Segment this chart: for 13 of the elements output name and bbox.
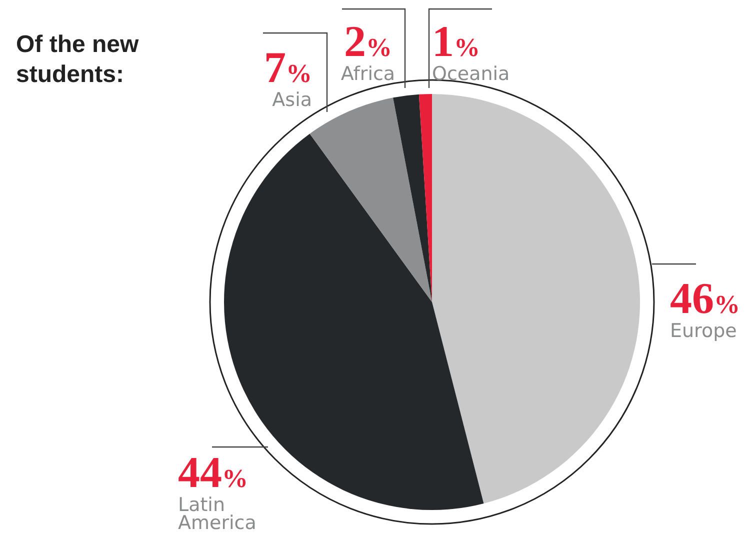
pie-slice — [432, 94, 640, 504]
slice-label: Europe — [670, 320, 737, 342]
slice-label: Africa — [340, 63, 396, 85]
data-label: 46% — [670, 274, 740, 323]
slice-label: Oceania — [432, 63, 510, 85]
data-label: 1% — [432, 17, 480, 66]
slice-label: Asia — [272, 89, 312, 111]
slice-label: Latin America — [178, 494, 256, 534]
data-label: 44% — [178, 448, 248, 497]
text: Of the new students: — [16, 31, 140, 88]
data-label: 7% — [264, 43, 312, 92]
data-label: 2% — [344, 17, 392, 66]
pie-slice — [310, 98, 432, 302]
